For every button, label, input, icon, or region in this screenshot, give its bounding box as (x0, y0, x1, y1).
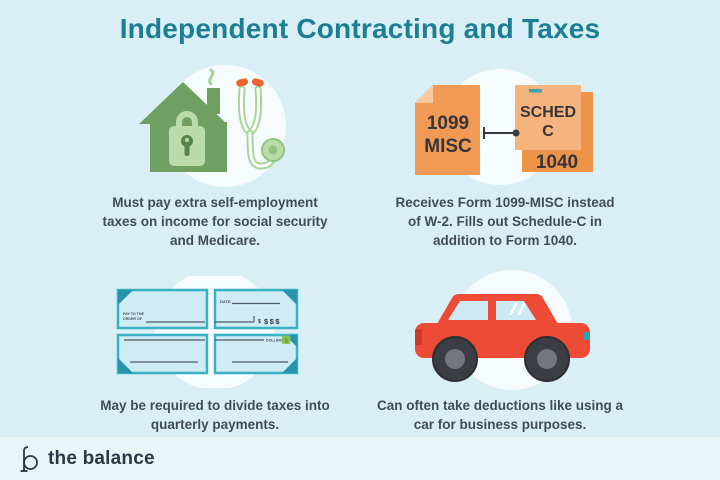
car-window-rear (448, 301, 488, 320)
stethoscope-icon (236, 78, 285, 170)
connector-arrow-icon (483, 127, 520, 139)
car-deduction-illustration (415, 270, 590, 390)
form-1099-label-line2: MISC (424, 136, 472, 157)
check-date-label: DATE (220, 299, 231, 304)
dollar-box-symbol: $ (285, 339, 289, 345)
form-1099-label-line1: 1099 (427, 113, 469, 134)
sched-label-line1: SCHED (520, 104, 576, 121)
form-1099-icon: 1099 MISC (415, 85, 480, 175)
footer-bar: the balance (0, 437, 720, 480)
caption-car-deductions: Can often take deductions like using a c… (376, 398, 624, 432)
dollar-box-icon (282, 335, 291, 344)
check-amount: $$$ (264, 317, 281, 326)
wheel-rear-icon (432, 336, 478, 382)
check-icon: DATE PAY TO THE ORDER OF $ $$$ DOLLARS $ (116, 288, 299, 375)
tail-light-icon (415, 329, 422, 345)
check-payee-label-line1: PAY TO THE (123, 312, 144, 316)
wheel-front-icon (524, 336, 570, 382)
quarterly-check-illustration: DATE PAY TO THE ORDER OF $ $$$ DOLLARS $ (116, 276, 299, 388)
car-window-front (496, 301, 536, 320)
caption-tax-forms: Receives Form 1099-MISC instead of W-2. … (395, 195, 615, 248)
form-1040-label: 1040 (536, 152, 578, 173)
brand-name: the balance (48, 447, 155, 469)
car-icon (415, 294, 590, 382)
sched-c-icon: SCHED C (515, 85, 581, 150)
caption-self-employment: Must pay extra self-employment taxes on … (102, 195, 328, 248)
smoke-icon (208, 68, 215, 86)
caption-quarterly-payments: May be required to divide taxes into qua… (100, 398, 330, 432)
self-employment-illustration (139, 65, 286, 187)
tax-forms-illustration: 1040 SCHED C 1099 MISC (415, 69, 593, 185)
check-currency-symbol: $ (258, 319, 261, 325)
balance-logo-icon (20, 446, 38, 472)
padlock-icon (169, 111, 205, 166)
headlight-icon (584, 332, 590, 340)
check-payee-label-line2: ORDER OF (123, 317, 143, 321)
page-title: Independent Contracting and Taxes (119, 13, 601, 44)
check-dollars-label: DOLLARS (266, 338, 284, 342)
sched-label-line2: C (542, 123, 554, 140)
